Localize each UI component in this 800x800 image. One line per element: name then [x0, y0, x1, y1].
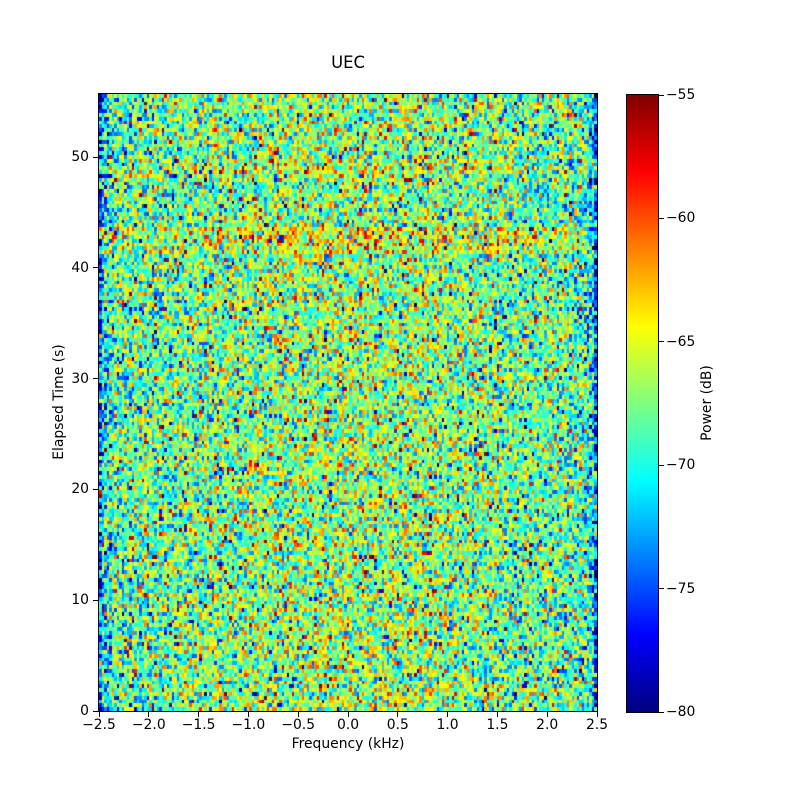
x-tick-mark [98, 712, 100, 717]
x-tick-mark [247, 712, 249, 717]
x-tick-label: −2.0 [131, 717, 166, 733]
colorbar-tick-mark [659, 464, 664, 466]
x-tick-mark [297, 712, 299, 717]
colorbar-tick-label: −75 [666, 580, 696, 597]
x-tick-mark [496, 712, 498, 717]
colorbar-tick-mark [659, 341, 664, 343]
x-tick-label: −0.5 [281, 717, 316, 733]
x-tick-label: −1.0 [231, 717, 266, 733]
spectrogram-heatmap [99, 94, 597, 711]
colorbar-tick-label: −55 [666, 87, 696, 103]
x-tick-label: 1.0 [436, 717, 459, 733]
x-tick-mark [596, 712, 598, 717]
x-tick-label: −1.5 [181, 717, 216, 733]
x-tick-mark [347, 712, 349, 717]
y-tick-mark [93, 488, 98, 490]
x-tick-mark [447, 712, 449, 717]
y-tick-label: 30 [71, 370, 89, 387]
y-tick-mark [93, 710, 98, 712]
y-tick-mark [93, 156, 98, 158]
x-axis-label: Frequency (kHz) [291, 736, 405, 752]
colorbar-tick-mark [659, 94, 664, 96]
colorbar-tick-mark [659, 588, 664, 590]
colorbar-label: Power (dB) [699, 365, 715, 441]
y-tick-label: 10 [71, 592, 89, 609]
plot-border [98, 93, 598, 712]
x-tick-label: 1.5 [486, 717, 509, 733]
colorbar-tick-mark [659, 217, 664, 219]
y-tick-label: 0 [80, 703, 89, 719]
x-tick-mark [148, 712, 150, 717]
y-tick-label: 20 [71, 481, 89, 498]
x-tick-label: 0.5 [386, 717, 409, 733]
y-tick-mark [93, 267, 98, 269]
title-line-main: UEC [331, 52, 365, 72]
x-tick-label: −2.5 [82, 717, 116, 733]
x-tick-label: 2.0 [536, 717, 559, 733]
y-tick-mark [93, 599, 98, 601]
colorbar-tick-label: −70 [666, 457, 696, 474]
y-tick-mark [93, 378, 98, 380]
x-tick-mark [546, 712, 548, 717]
colorbar [626, 94, 659, 713]
colorbar-tick-label: −80 [666, 704, 696, 720]
x-tick-label: 2.5 [585, 717, 609, 733]
y-tick-label: 40 [71, 259, 89, 276]
x-tick-label: 0.0 [336, 717, 360, 733]
y-axis-label: Elapsed Time (s) [51, 344, 67, 460]
colorbar-tick-label: −65 [666, 333, 696, 350]
y-tick-label: 50 [71, 149, 89, 166]
colorbar-tick-mark [659, 711, 664, 713]
x-tick-mark [198, 712, 200, 717]
x-tick-mark [397, 712, 399, 717]
colorbar-tick-label: −60 [666, 210, 696, 227]
